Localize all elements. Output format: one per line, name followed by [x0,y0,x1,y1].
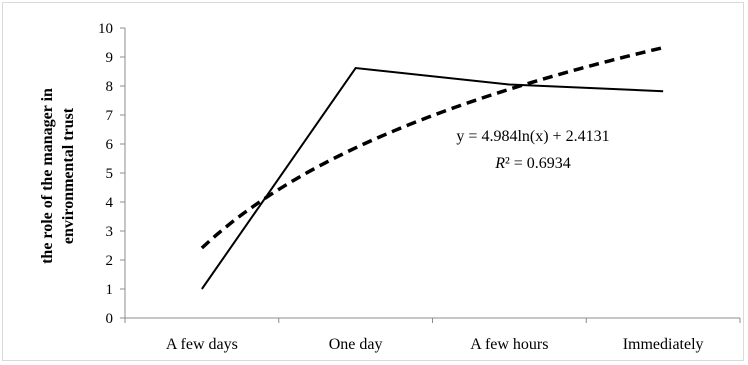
trendline [200,45,664,250]
y-tick-label: 2 [106,253,114,269]
y-tick-label: 10 [98,21,113,37]
y-tick-label: 0 [106,311,114,327]
x-category-label: One day [329,336,383,353]
x-category-label: A few hours [470,336,548,353]
trendline-r-squared: R² = 0.6934 [494,155,571,172]
y-axis-label-line1: the role of the manager in [39,88,56,264]
y-axis-label: the role of the manager in environmental… [39,88,77,264]
y-tick-label: 4 [106,195,114,211]
x-category-labels: A few days One day A few hours Immediately [166,336,704,353]
y-tick-labels: 0 1 2 3 4 5 6 7 8 9 10 [98,21,114,327]
y-axis-label-line2: environmental trust [60,107,77,244]
series-line [201,66,664,290]
y-tick-label: 6 [106,137,114,153]
y-tick-label: 8 [106,79,114,95]
trendline-annotation: y = 4.984ln(x) + 2.4131 R² = 0.6934 [456,128,609,172]
y-tick-label: 1 [106,282,114,298]
trendline-equation: y = 4.984ln(x) + 2.4131 [456,128,609,145]
x-category-label: Immediately [623,336,704,353]
y-tick-label: 5 [106,166,114,182]
chart-frame [2,2,744,361]
y-tick-label: 9 [106,50,114,66]
y-tick-label: 7 [106,108,114,124]
x-category-label: A few days [166,336,238,353]
y-tick-label: 3 [106,224,114,240]
axes [120,27,741,323]
